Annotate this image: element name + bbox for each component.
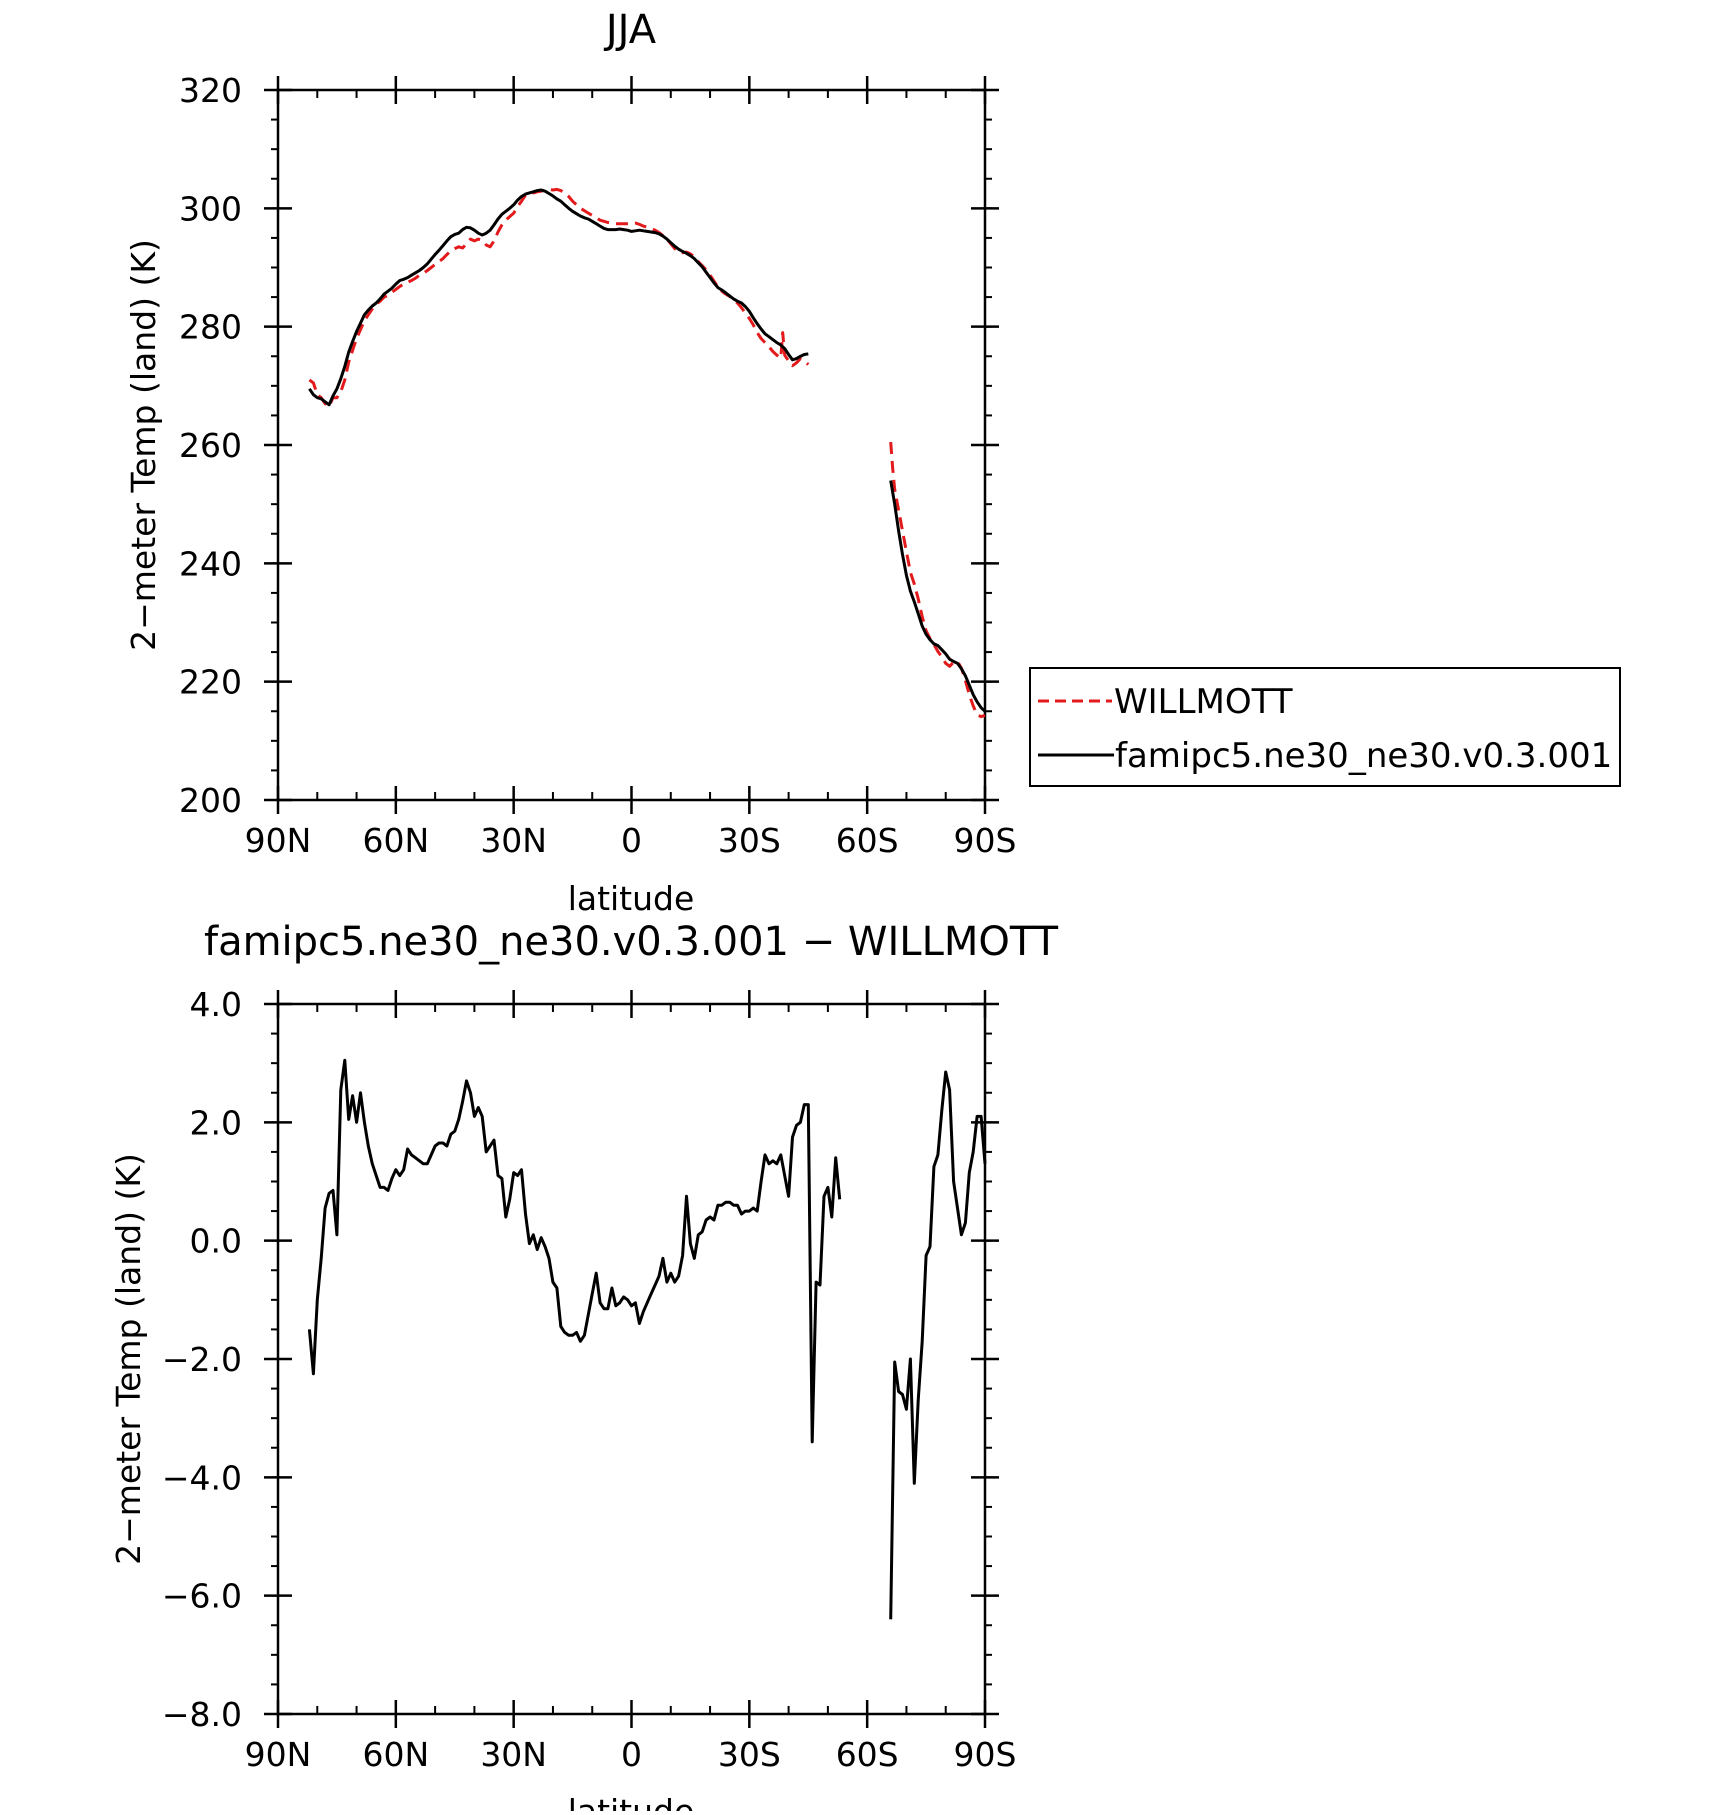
legend: WILLMOTT famipc5.ne30_ne30.v0.3.001 [1029, 667, 1621, 787]
panel-bottom: famipc5.ne30_ne30.v0.3.001 − WILLMOTT 90… [109, 919, 1059, 1815]
top-y-tick-label: 220 [179, 663, 242, 702]
top-y-tick-label: 260 [179, 426, 242, 465]
top-x-axis-label: latitude [568, 879, 695, 918]
top-x-tick-label: 90S [954, 821, 1017, 860]
bottom-y-tick-label: 0.0 [190, 1222, 242, 1261]
bottom-x-tick-label: 30N [480, 1735, 547, 1774]
bottom-x-tick-label: 60S [836, 1735, 899, 1774]
bottom-chart-title: famipc5.ne30_ne30.v0.3.001 − WILLMOTT [204, 919, 1059, 965]
legend-box [1029, 667, 1621, 787]
bottom-x-tick-label: 30S [718, 1735, 781, 1774]
bottom-y-tick-label: −6.0 [162, 1577, 242, 1616]
top-plot-frame [276, 88, 987, 802]
top-y-tick-label: 200 [179, 781, 242, 820]
top-x-tick-label: 30N [480, 821, 547, 860]
top-x-tick-label: 0 [621, 821, 642, 860]
top-series-1-line-segment-1 [889, 480, 987, 713]
top-x-tick-label: 30S [718, 821, 781, 860]
top-series-0-line-segment-1 [889, 441, 986, 719]
top-x-tick-label: 60N [362, 821, 429, 860]
legend-label-model: famipc5.ne30_ne30.v0.3.001 [1115, 736, 1612, 776]
bottom-series-0-line-segment-0 [307, 1058, 842, 1444]
top-y-tick-label: 300 [179, 189, 242, 228]
panel-top: JJA 90N 60N 30N 0 30S 60S 90S 200 220 240 260 280 30… [124, 7, 1621, 918]
bottom-y-tick-label: −2.0 [162, 1340, 242, 1379]
bottom-x-axis-label: latitude [568, 1792, 695, 1811]
top-chart-title: JJA [603, 7, 657, 53]
top-x-tick-label: 90N [245, 821, 312, 860]
bottom-x-tick-label: 90S [954, 1735, 1017, 1774]
top-series-1-line-segment-0 [308, 188, 809, 407]
bottom-plot-frame [276, 1002, 987, 1716]
bottom-x-tick-label: 90N [245, 1735, 312, 1774]
top-y-tick-label: 320 [179, 71, 242, 110]
top-y-tick-label: 280 [179, 308, 242, 347]
top-x-tick-label: 60S [836, 821, 899, 860]
bottom-plot-area: 90N 60N 30N 0 30S 60S 90S −8.0 −6.0 −4.0 −2.0 0.0 2.… [162, 985, 1017, 1774]
bottom-y-tick-label: 2.0 [190, 1103, 242, 1142]
bottom-x-tick-label: 0 [621, 1735, 642, 1774]
legend-label-willmott: WILLMOTT [1114, 682, 1293, 722]
bottom-y-tick-label: −8.0 [162, 1695, 242, 1734]
bottom-x-tick-label: 60N [362, 1735, 429, 1774]
bottom-series-0-line-segment-1 [889, 1070, 987, 1620]
top-y-axis-label: 2−meter Temp (land) (K) [124, 239, 163, 651]
bottom-y-axis-label: 2−meter Temp (land) (K) [109, 1153, 148, 1565]
bottom-y-tick-label: −4.0 [162, 1458, 242, 1497]
top-plot-area: 90N 60N 30N 0 30S 60S 90S 200 220 240 260 280 300 320 [179, 71, 1016, 860]
top-y-tick-label: 240 [179, 544, 242, 583]
bottom-y-tick-label: 4.0 [190, 985, 242, 1024]
